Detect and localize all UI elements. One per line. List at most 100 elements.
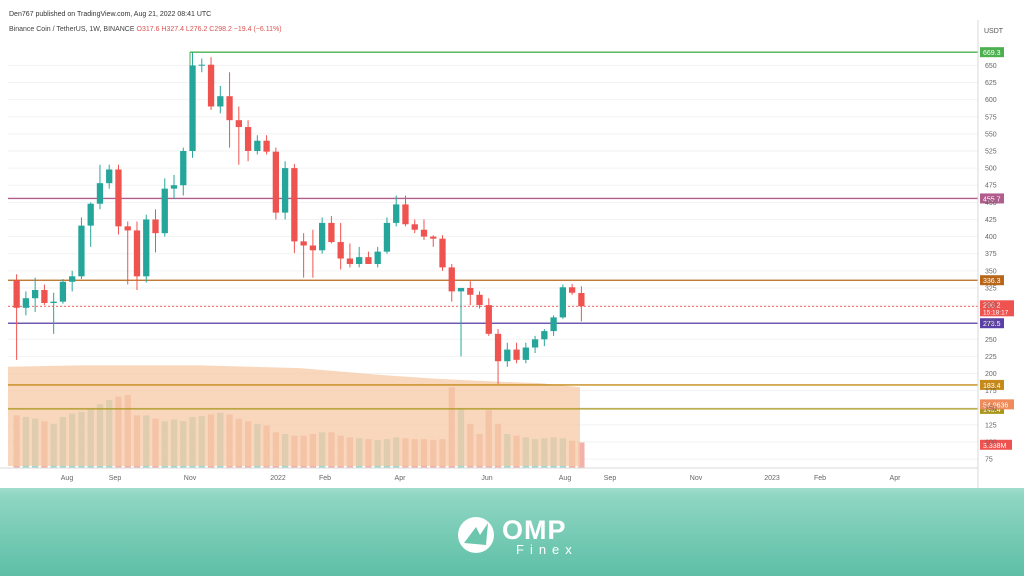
candle-body — [485, 305, 492, 334]
candle-body — [272, 151, 280, 213]
candle-body — [180, 150, 187, 186]
candle-body — [50, 301, 57, 304]
x-tick-label: 2023 — [764, 475, 780, 482]
y-tick-label: 450 — [985, 200, 997, 207]
logo-subtext: Finex — [516, 542, 578, 557]
volume-label-bg — [980, 439, 1012, 450]
candle-body — [568, 287, 576, 293]
level-label: 455.7 — [983, 196, 1001, 203]
candle-body — [41, 290, 48, 304]
x-tick-label: Sep — [109, 475, 122, 482]
level-label-bg — [980, 47, 1004, 58]
candle-body — [22, 298, 30, 308]
candle-body — [217, 96, 224, 107]
moving-average-area — [8, 365, 580, 466]
candle-body — [365, 257, 372, 264]
candle-body — [504, 349, 511, 362]
candle-body — [430, 236, 437, 239]
y-tick-label: 425 — [985, 217, 997, 224]
candle-body — [346, 258, 354, 264]
candle-body — [244, 127, 252, 151]
x-tick-label: Sep — [604, 475, 617, 482]
candle-body — [143, 219, 150, 277]
y-tick-label: 650 — [985, 63, 997, 70]
candle-body — [133, 230, 141, 277]
price-label: 298.2 — [983, 302, 1001, 309]
candle-body — [337, 242, 344, 259]
candle-body — [235, 120, 242, 128]
candle-body — [531, 339, 539, 348]
candle-body — [318, 222, 326, 251]
logo-text: OMP — [502, 515, 567, 545]
y-tick-label: 500 — [985, 166, 997, 173]
level-label: 273.5 — [983, 321, 1001, 328]
candle-body — [161, 188, 168, 234]
level-label: 148.4 — [983, 407, 1001, 414]
price-label-bg — [980, 300, 1014, 317]
candle-body — [393, 204, 400, 223]
currency-label: USDT — [984, 28, 1004, 35]
x-tick-label: Feb — [319, 475, 331, 482]
level-label-bg — [980, 318, 1004, 329]
candle-body — [383, 222, 391, 252]
candle-body — [59, 281, 67, 302]
candle-body — [152, 219, 159, 234]
y-tick-label: 100 — [985, 440, 997, 447]
ohlc-values: O317.6 H327.4 L276.2 C298.2 −19.4 (−6.11… — [136, 26, 282, 33]
x-tick-label: 2022 — [270, 475, 286, 482]
symbol-info: Binance Coin / TetherUS, 1W, BINANCE O31… — [9, 26, 282, 33]
y-tick-label: 150 — [985, 405, 997, 412]
candle-body — [402, 204, 409, 225]
candle-body — [494, 333, 502, 362]
ma-label-bg — [980, 399, 1014, 410]
candle-body — [513, 349, 520, 360]
candle-body — [578, 293, 585, 307]
ma-label: 54.9636 — [983, 402, 1008, 409]
candle-body — [476, 294, 483, 306]
candle-body — [13, 280, 20, 308]
chart-frame: 669.3 455.7 336.3 273.5 183.4 148.4 298.2 15:18… — [0, 0, 1024, 488]
candle-body — [170, 185, 178, 189]
y-tick-label: 400 — [985, 234, 997, 241]
level-label-bg — [980, 379, 1004, 390]
y-tick-label: 250 — [985, 337, 997, 344]
y-tick-label: 300 — [985, 303, 997, 310]
x-tick-label: Nov — [690, 475, 703, 482]
candle-body — [96, 183, 104, 204]
y-tick-label: 525 — [985, 148, 997, 155]
candle-body — [300, 241, 307, 246]
x-tick-label: Feb — [814, 475, 826, 482]
omp-finex-logo: OMP Finex — [456, 515, 576, 559]
y-tick-label: 175 — [985, 388, 997, 395]
candle-body — [31, 290, 39, 299]
x-tick-label: Aug — [559, 475, 572, 482]
price-chart[interactable]: 669.3 455.7 336.3 273.5 183.4 148.4 298.215:18… — [0, 0, 1024, 488]
y-tick-label: 325 — [985, 285, 997, 292]
symbol-name: Binance Coin / TetherUS, 1W, BINANCE — [9, 26, 135, 33]
candle-body — [207, 64, 215, 107]
level-label: 669.3 — [983, 50, 1001, 57]
y-tick-label: 575 — [985, 114, 997, 121]
publisher-info: Den767 published on TradingView.com, Aug… — [9, 11, 212, 18]
candle-body — [263, 140, 270, 152]
y-tick-label: 275 — [985, 320, 997, 327]
logo-icon — [458, 517, 494, 553]
y-tick-label: 475 — [985, 183, 997, 190]
candle-body — [328, 222, 335, 243]
candle-body — [115, 169, 122, 227]
candle-body — [550, 317, 557, 332]
candle-body — [356, 257, 363, 264]
y-tick-label: 625 — [985, 80, 997, 87]
x-tick-label: Nov — [184, 475, 197, 482]
candle-body — [309, 245, 317, 251]
x-tick-label: Apr — [890, 475, 902, 482]
candle-body — [541, 331, 548, 340]
countdown-label: 15:18:17 — [983, 309, 1009, 316]
candle-body — [467, 287, 474, 295]
y-tick-label: 200 — [985, 371, 997, 378]
volume-label: 3.338M — [983, 443, 1007, 450]
candle-body — [457, 287, 465, 292]
y-tick-label: 550 — [985, 131, 997, 138]
x-tick-label: Aug — [61, 475, 74, 482]
candle-body — [106, 169, 113, 184]
